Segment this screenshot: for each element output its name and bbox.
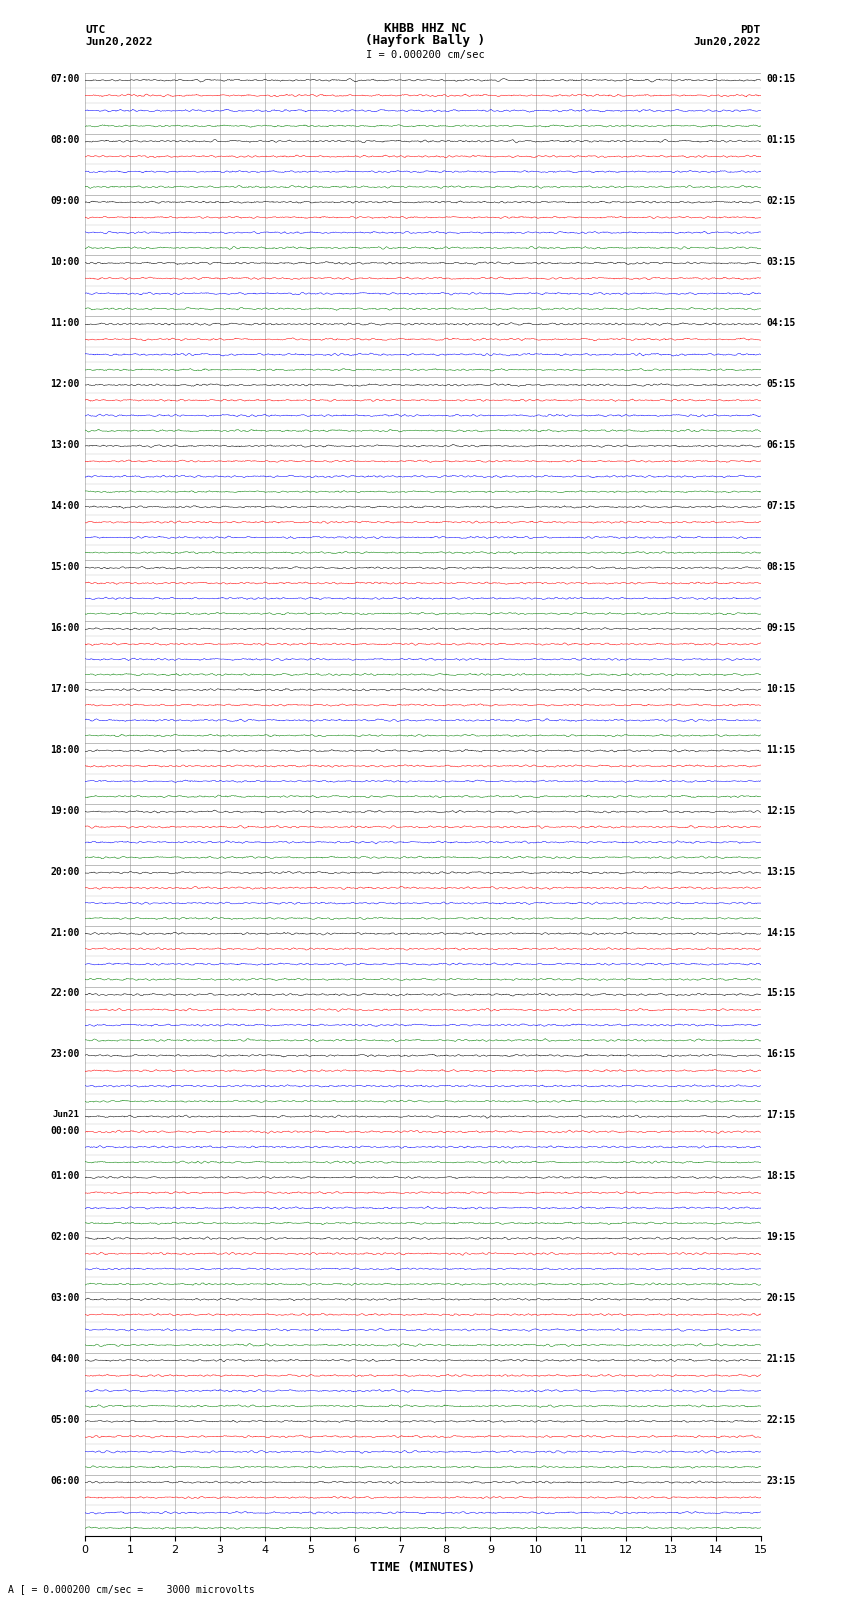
- Text: 23:00: 23:00: [50, 1050, 80, 1060]
- Text: 16:15: 16:15: [766, 1050, 796, 1060]
- Text: 11:15: 11:15: [766, 745, 796, 755]
- Text: 20:00: 20:00: [50, 866, 80, 876]
- Text: 04:00: 04:00: [50, 1355, 80, 1365]
- Text: 01:00: 01:00: [50, 1171, 80, 1181]
- Text: 22:00: 22:00: [50, 989, 80, 998]
- Text: 02:00: 02:00: [50, 1232, 80, 1242]
- Text: 13:00: 13:00: [50, 440, 80, 450]
- Text: 12:00: 12:00: [50, 379, 80, 389]
- Text: 08:00: 08:00: [50, 135, 80, 145]
- Text: 08:15: 08:15: [766, 561, 796, 571]
- Text: 23:15: 23:15: [766, 1476, 796, 1486]
- Text: 16:00: 16:00: [50, 623, 80, 632]
- Text: 17:00: 17:00: [50, 684, 80, 694]
- Text: 05:00: 05:00: [50, 1415, 80, 1426]
- Text: UTC: UTC: [85, 24, 105, 35]
- Text: 06:15: 06:15: [766, 440, 796, 450]
- Text: 05:15: 05:15: [766, 379, 796, 389]
- Text: 14:00: 14:00: [50, 500, 80, 511]
- Text: 15:00: 15:00: [50, 561, 80, 571]
- Text: 10:15: 10:15: [766, 684, 796, 694]
- Text: 04:15: 04:15: [766, 318, 796, 327]
- Text: 15:15: 15:15: [766, 989, 796, 998]
- Text: 12:15: 12:15: [766, 805, 796, 816]
- Text: 20:15: 20:15: [766, 1294, 796, 1303]
- Text: 21:15: 21:15: [766, 1355, 796, 1365]
- Text: 14:15: 14:15: [766, 927, 796, 937]
- Text: Jun20,2022: Jun20,2022: [694, 37, 761, 47]
- Text: PDT: PDT: [740, 24, 761, 35]
- Text: 01:15: 01:15: [766, 135, 796, 145]
- Text: 06:00: 06:00: [50, 1476, 80, 1486]
- Text: KHBB HHZ NC: KHBB HHZ NC: [383, 21, 467, 35]
- Text: 21:00: 21:00: [50, 927, 80, 937]
- Text: I = 0.000200 cm/sec: I = 0.000200 cm/sec: [366, 50, 484, 60]
- Text: 18:15: 18:15: [766, 1171, 796, 1181]
- Text: Jun21: Jun21: [53, 1110, 80, 1119]
- X-axis label: TIME (MINUTES): TIME (MINUTES): [371, 1561, 475, 1574]
- Text: 13:15: 13:15: [766, 866, 796, 876]
- Text: 00:00: 00:00: [50, 1126, 80, 1136]
- Text: (Hayfork Bally ): (Hayfork Bally ): [365, 34, 485, 47]
- Text: 17:15: 17:15: [766, 1110, 796, 1121]
- Text: 09:15: 09:15: [766, 623, 796, 632]
- Text: 03:15: 03:15: [766, 256, 796, 268]
- Text: 07:15: 07:15: [766, 500, 796, 511]
- Text: 19:00: 19:00: [50, 805, 80, 816]
- Text: Jun20,2022: Jun20,2022: [85, 37, 152, 47]
- Text: 00:15: 00:15: [766, 74, 796, 84]
- Text: 09:00: 09:00: [50, 197, 80, 206]
- Text: 11:00: 11:00: [50, 318, 80, 327]
- Text: 22:15: 22:15: [766, 1415, 796, 1426]
- Text: 07:00: 07:00: [50, 74, 80, 84]
- Text: 03:00: 03:00: [50, 1294, 80, 1303]
- Text: 18:00: 18:00: [50, 745, 80, 755]
- Text: 02:15: 02:15: [766, 197, 796, 206]
- Text: 19:15: 19:15: [766, 1232, 796, 1242]
- Text: 10:00: 10:00: [50, 256, 80, 268]
- Text: A [ = 0.000200 cm/sec =    3000 microvolts: A [ = 0.000200 cm/sec = 3000 microvolts: [8, 1584, 255, 1594]
